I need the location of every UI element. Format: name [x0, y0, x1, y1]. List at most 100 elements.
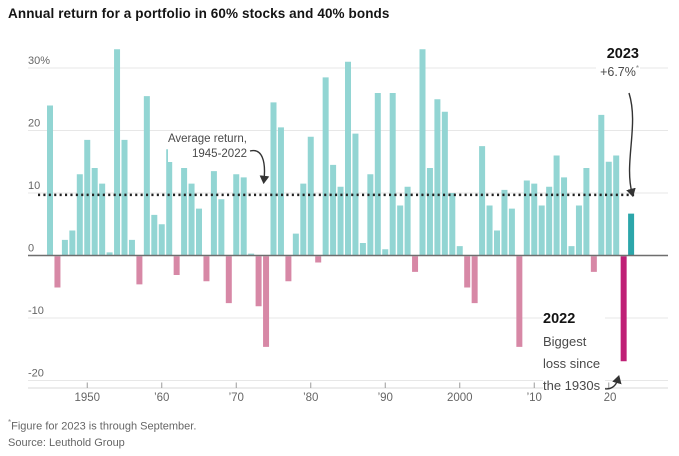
bar-1995 — [419, 49, 426, 256]
bar-1990 — [382, 249, 389, 256]
x-tick-label-1990: ’90 — [378, 392, 393, 404]
bar-1971 — [240, 177, 247, 256]
bar-1999 — [449, 193, 456, 256]
bar-1955 — [121, 139, 128, 256]
bar-1974 — [263, 256, 270, 347]
bar-2023 — [628, 213, 635, 256]
bar-1982 — [322, 77, 329, 256]
bar-1951 — [91, 168, 98, 256]
bar-1954 — [114, 49, 121, 256]
bar-2001 — [464, 256, 471, 288]
year-2022-annotation: 2022 Biggest loss since the 1930s — [543, 307, 606, 397]
year-2022-line1: Biggest — [543, 334, 587, 349]
x-tick-label-1950: 1950 — [74, 392, 100, 404]
bar-1946 — [54, 256, 61, 288]
bar-1969 — [225, 256, 232, 304]
x-tick-label-2010: ’10 — [527, 392, 542, 404]
bar-1970 — [233, 174, 240, 256]
bar-1947 — [61, 239, 68, 256]
bar-2012 — [546, 186, 553, 256]
year-2022-line3: the 1930s — [543, 378, 601, 393]
bar-1968 — [218, 199, 225, 256]
year-2023-label: 2023 — [606, 46, 639, 62]
bar-1988 — [367, 174, 374, 256]
y-tick-label--10: -10 — [28, 305, 44, 317]
bar-1948 — [69, 230, 76, 256]
bar-1992 — [397, 205, 404, 256]
bar-1993 — [404, 186, 411, 256]
year-2023-value: +6.7%* — [600, 64, 639, 80]
bar-1998 — [441, 111, 448, 256]
y-tick-label-0: 0 — [28, 243, 34, 255]
bar-1978 — [292, 233, 299, 256]
bar-2021 — [613, 155, 620, 256]
bar-1989 — [374, 93, 381, 256]
bar-2007 — [508, 208, 515, 256]
bar-2013 — [553, 155, 560, 256]
bar-2014 — [561, 177, 568, 256]
average-return-annotation-line1: Average return, — [167, 133, 247, 145]
bar-2011 — [538, 205, 545, 256]
bar-2019 — [598, 114, 605, 256]
bar-2002 — [471, 256, 478, 304]
x-tick-label-1980: ’80 — [303, 392, 318, 404]
bar-1986 — [352, 133, 359, 256]
bar-1980 — [307, 136, 314, 256]
bar-1977 — [285, 256, 292, 282]
bar-1953 — [106, 252, 113, 256]
bar-2017 — [583, 168, 590, 256]
footnote-marker: * — [635, 64, 639, 73]
bar-2005 — [494, 230, 500, 256]
bar-2000 — [456, 246, 463, 256]
bar-1962 — [173, 256, 180, 275]
bar-1960 — [158, 224, 165, 256]
footnote-marker: * — [8, 418, 12, 427]
bar-1985 — [345, 61, 351, 256]
bar-1996 — [426, 168, 433, 256]
chart-title: Annual return for a portfolio in 60% sto… — [8, 6, 390, 21]
year-2023-annotation: 2023 +6.7%* — [596, 46, 640, 82]
bar-1975 — [270, 102, 277, 256]
bar-2006 — [501, 189, 508, 256]
footnote: *Figure for 2023 is through September. — [8, 418, 197, 433]
bar-1945 — [47, 105, 53, 256]
bar-1952 — [99, 183, 106, 256]
bar-2016 — [575, 205, 582, 256]
bar-1958 — [143, 96, 150, 256]
bar-1981 — [315, 256, 322, 263]
bar-1991 — [389, 93, 396, 256]
y-tick-label-30: 30% — [28, 55, 50, 67]
bar-1950 — [84, 139, 91, 256]
bar-2009 — [523, 180, 530, 256]
bar-1987 — [359, 243, 366, 256]
bar-1994 — [412, 256, 419, 272]
source-line: Source: Leuthold Group — [8, 436, 125, 449]
bar-2022 — [620, 256, 627, 362]
x-tick-label-1960: ’60 — [154, 392, 169, 404]
bar-1959 — [151, 214, 158, 256]
bar-2003 — [479, 146, 486, 256]
y-tick-label-10: 10 — [28, 180, 40, 192]
bar-1973 — [255, 256, 262, 307]
y-tick-label--20: -20 — [28, 368, 44, 380]
bar-1967 — [210, 171, 217, 256]
bar-1949 — [76, 174, 83, 256]
bar-1957 — [136, 256, 143, 285]
bar-2018 — [590, 256, 597, 272]
bar-1983 — [330, 164, 337, 256]
year-2022-label: 2022 — [543, 311, 576, 327]
bar-1961 — [166, 149, 173, 256]
year-2022-line2: loss since — [543, 356, 601, 371]
bar-1976 — [277, 127, 284, 256]
x-tick-label-2000: 2000 — [447, 392, 473, 404]
bar-1964 — [188, 183, 195, 256]
bar-1984 — [337, 186, 344, 256]
average-return-arrow — [249, 149, 270, 185]
y-tick-label-20: 20 — [28, 118, 40, 130]
bar-1972 — [248, 253, 255, 256]
bar-2015 — [568, 246, 575, 256]
bar-1963 — [181, 168, 188, 256]
bar-2020 — [605, 161, 612, 256]
